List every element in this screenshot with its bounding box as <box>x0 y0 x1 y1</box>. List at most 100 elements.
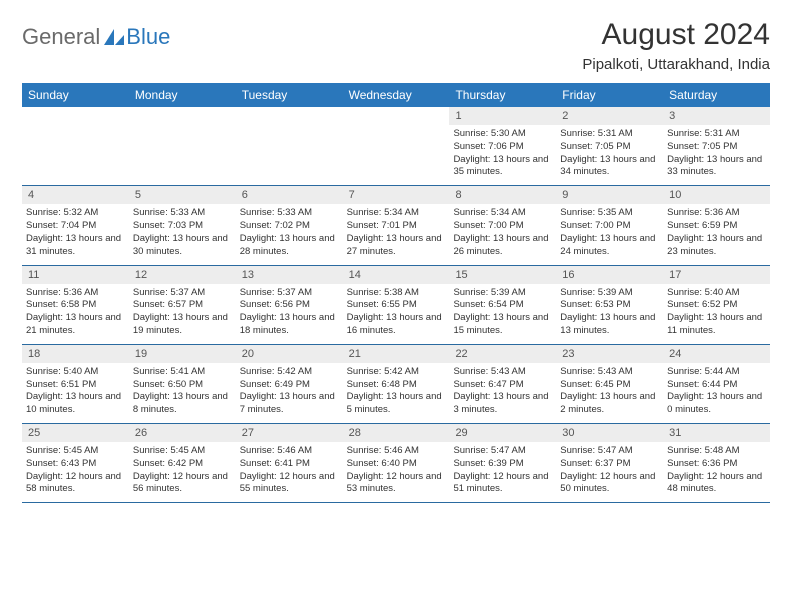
day-details: Sunrise: 5:43 AMSunset: 6:47 PMDaylight:… <box>453 366 552 417</box>
daylight-line: Daylight: 13 hours and 21 minutes. <box>26 312 125 338</box>
sunset-line: Sunset: 6:48 PM <box>347 379 446 392</box>
daylight-line: Daylight: 13 hours and 35 minutes. <box>453 154 552 180</box>
day-details: Sunrise: 5:37 AMSunset: 6:56 PMDaylight:… <box>240 287 339 338</box>
sunset-line: Sunset: 6:43 PM <box>26 458 125 471</box>
brand-part2: Blue <box>126 24 170 50</box>
day-cell: 23Sunrise: 5:43 AMSunset: 6:45 PMDayligh… <box>556 345 663 423</box>
day-cell: 13 Sunrise: 5:37 AMSunset: 6:56 PMDayligh… <box>236 266 343 344</box>
sunrise-line: Sunrise: 5:34 AM <box>453 207 552 220</box>
day-details: Sunrise: 5:43 AMSunset: 6:45 PMDaylight:… <box>560 366 659 417</box>
daylight-line: Daylight: 12 hours and 56 minutes. <box>133 471 232 497</box>
calendar-table: Sunday Monday Tuesday Wednesday Thursday… <box>22 83 770 503</box>
daylight-line: Daylight: 13 hours and 15 minutes. <box>453 312 552 338</box>
day-details: Sunrise: 5:48 AMSunset: 6:36 PMDaylight:… <box>667 445 766 496</box>
day-cell: 30 Sunrise: 5:47 AMSunset: 6:37 PMDayligh… <box>556 424 663 502</box>
day-number: 3 <box>663 107 770 125</box>
daylight-line: Daylight: 13 hours and 11 minutes. <box>667 312 766 338</box>
day-cell: 11Sunrise: 5:36 AMSunset: 6:58 PMDayligh… <box>22 266 129 344</box>
sunset-line: Sunset: 6:44 PM <box>667 379 766 392</box>
title-block: August 2024 Pipalkoti, Uttarakhand, Indi… <box>582 18 770 73</box>
sunrise-line: Sunrise: 5:46 AM <box>347 445 446 458</box>
daylight-line: Daylight: 12 hours and 51 minutes. <box>453 471 552 497</box>
weeks-container: 1Sunrise: 5:30 AMSunset: 7:06 PMDaylight… <box>22 107 770 503</box>
day-number: 19 <box>129 345 236 363</box>
daylight-line: Daylight: 13 hours and 7 minutes. <box>240 391 339 417</box>
sunset-line: Sunset: 7:00 PM <box>560 220 659 233</box>
week-row: 18 Sunrise: 5:40 AMSunset: 6:51 PM Dayligh… <box>22 345 770 424</box>
day-cell: 15Sunrise: 5:39 AMSunset: 6:54 PMDayligh… <box>449 266 556 344</box>
day-cell: 31Sunrise: 5:48 AMSunset: 6:36 PMDayligh… <box>663 424 770 502</box>
day-cell: 18Sunrise: 5:40 AMSunset: 6:51 PMDayligh… <box>22 345 129 423</box>
daylight-line: Daylight: 13 hours and 27 minutes. <box>347 233 446 259</box>
day-details: Sunrise: 5:32 AMSunset: 7:04 PMDaylight:… <box>26 207 125 258</box>
sunset-line: Sunset: 6:42 PM <box>133 458 232 471</box>
sunset-line: Sunset: 7:05 PM <box>560 141 659 154</box>
sunrise-line: Sunrise: 5:31 AM <box>560 128 659 141</box>
sunrise-line: Sunrise: 5:35 AM <box>560 207 659 220</box>
day-number: 8 <box>449 186 556 204</box>
day-details: Sunrise: 5:31 AMSunset: 7:05 PMDaylight:… <box>560 128 659 179</box>
sunrise-line: Sunrise: 5:43 AM <box>560 366 659 379</box>
day-details: Sunrise: 5:41 AMSunset: 6:50 PMDaylight:… <box>133 366 232 417</box>
day-details: Sunrise: 5:35 AMSunset: 7:00 PMDaylight:… <box>560 207 659 258</box>
sunset-line: Sunset: 6:41 PM <box>240 458 339 471</box>
day-details: Sunrise: 5:47 AMSunset: 6:37 PMDaylight:… <box>560 445 659 496</box>
day-cell: 8 Sunrise: 5:34 AMSunset: 7:00 PMDaylight… <box>449 186 556 264</box>
day-number: 13 <box>236 266 343 284</box>
sunset-line: Sunset: 6:56 PM <box>240 299 339 312</box>
weekday-header: Tuesday <box>236 83 343 107</box>
day-cell: 12Sunrise: 5:37 AMSunset: 6:57 PMDayligh… <box>129 266 236 344</box>
sunrise-line: Sunrise: 5:47 AM <box>453 445 552 458</box>
daylight-line: Daylight: 13 hours and 34 minutes. <box>560 154 659 180</box>
day-number: 29 <box>449 424 556 442</box>
daylight-line: Daylight: 12 hours and 48 minutes. <box>667 471 766 497</box>
day-number: 16 <box>556 266 663 284</box>
sunset-line: Sunset: 6:49 PM <box>240 379 339 392</box>
daylight-line: Daylight: 13 hours and 0 minutes. <box>667 391 766 417</box>
day-details: Sunrise: 5:46 AMSunset: 6:41 PMDaylight:… <box>240 445 339 496</box>
sunrise-line: Sunrise: 5:39 AM <box>453 287 552 300</box>
day-details: Sunrise: 5:34 AMSunset: 7:00 PMDaylight:… <box>453 207 552 258</box>
day-number: 18 <box>22 345 129 363</box>
weekday-header-row: Sunday Monday Tuesday Wednesday Thursday… <box>22 83 770 107</box>
day-number: 24 <box>663 345 770 363</box>
day-number: 17 <box>663 266 770 284</box>
day-number: 4 <box>22 186 129 204</box>
sunset-line: Sunset: 6:47 PM <box>453 379 552 392</box>
sunset-line: Sunset: 7:01 PM <box>347 220 446 233</box>
day-details: Sunrise: 5:39 AMSunset: 6:54 PMDaylight:… <box>453 287 552 338</box>
day-number: 30 <box>556 424 663 442</box>
day-number: 20 <box>236 345 343 363</box>
day-cell <box>22 107 129 185</box>
day-cell: 5Sunrise: 5:33 AMSunset: 7:03 PMDaylight… <box>129 186 236 264</box>
day-details: Sunrise: 5:42 AMSunset: 6:48 PMDaylight:… <box>347 366 446 417</box>
day-details: Sunrise: 5:45 AMSunset: 6:43 PMDaylight:… <box>26 445 125 496</box>
sunset-line: Sunset: 6:51 PM <box>26 379 125 392</box>
week-row: 4 Sunrise: 5:32 AMSunset: 7:04 PMDaylight… <box>22 186 770 265</box>
sunset-line: Sunset: 7:03 PM <box>133 220 232 233</box>
day-details: Sunrise: 5:34 AMSunset: 7:01 PMDaylight:… <box>347 207 446 258</box>
day-number: 21 <box>343 345 450 363</box>
sunrise-line: Sunrise: 5:43 AM <box>453 366 552 379</box>
daylight-line: Daylight: 12 hours and 55 minutes. <box>240 471 339 497</box>
sunrise-line: Sunrise: 5:44 AM <box>667 366 766 379</box>
sunrise-line: Sunrise: 5:42 AM <box>240 366 339 379</box>
day-cell: 3Sunrise: 5:31 AMSunset: 7:05 PMDaylight… <box>663 107 770 185</box>
sunrise-line: Sunrise: 5:40 AM <box>26 366 125 379</box>
sunset-line: Sunset: 6:54 PM <box>453 299 552 312</box>
weekday-header: Thursday <box>449 83 556 107</box>
daylight-line: Daylight: 13 hours and 16 minutes. <box>347 312 446 338</box>
sunrise-line: Sunrise: 5:46 AM <box>240 445 339 458</box>
sunrise-line: Sunrise: 5:42 AM <box>347 366 446 379</box>
day-details: Sunrise: 5:33 AMSunset: 7:03 PMDaylight:… <box>133 207 232 258</box>
day-details: Sunrise: 5:33 AMSunset: 7:02 PMDaylight:… <box>240 207 339 258</box>
daylight-line: Daylight: 12 hours and 53 minutes. <box>347 471 446 497</box>
day-number: 2 <box>556 107 663 125</box>
day-cell: 2 Sunrise: 5:31 AMSunset: 7:05 PMDaylight… <box>556 107 663 185</box>
day-cell: 26Sunrise: 5:45 AMSunset: 6:42 PMDayligh… <box>129 424 236 502</box>
day-number: 6 <box>236 186 343 204</box>
day-cell: 16 Sunrise: 5:39 AMSunset: 6:53 PMDayligh… <box>556 266 663 344</box>
daylight-line: Daylight: 13 hours and 3 minutes. <box>453 391 552 417</box>
day-details: Sunrise: 5:39 AMSunset: 6:53 PMDaylight:… <box>560 287 659 338</box>
day-number: 25 <box>22 424 129 442</box>
